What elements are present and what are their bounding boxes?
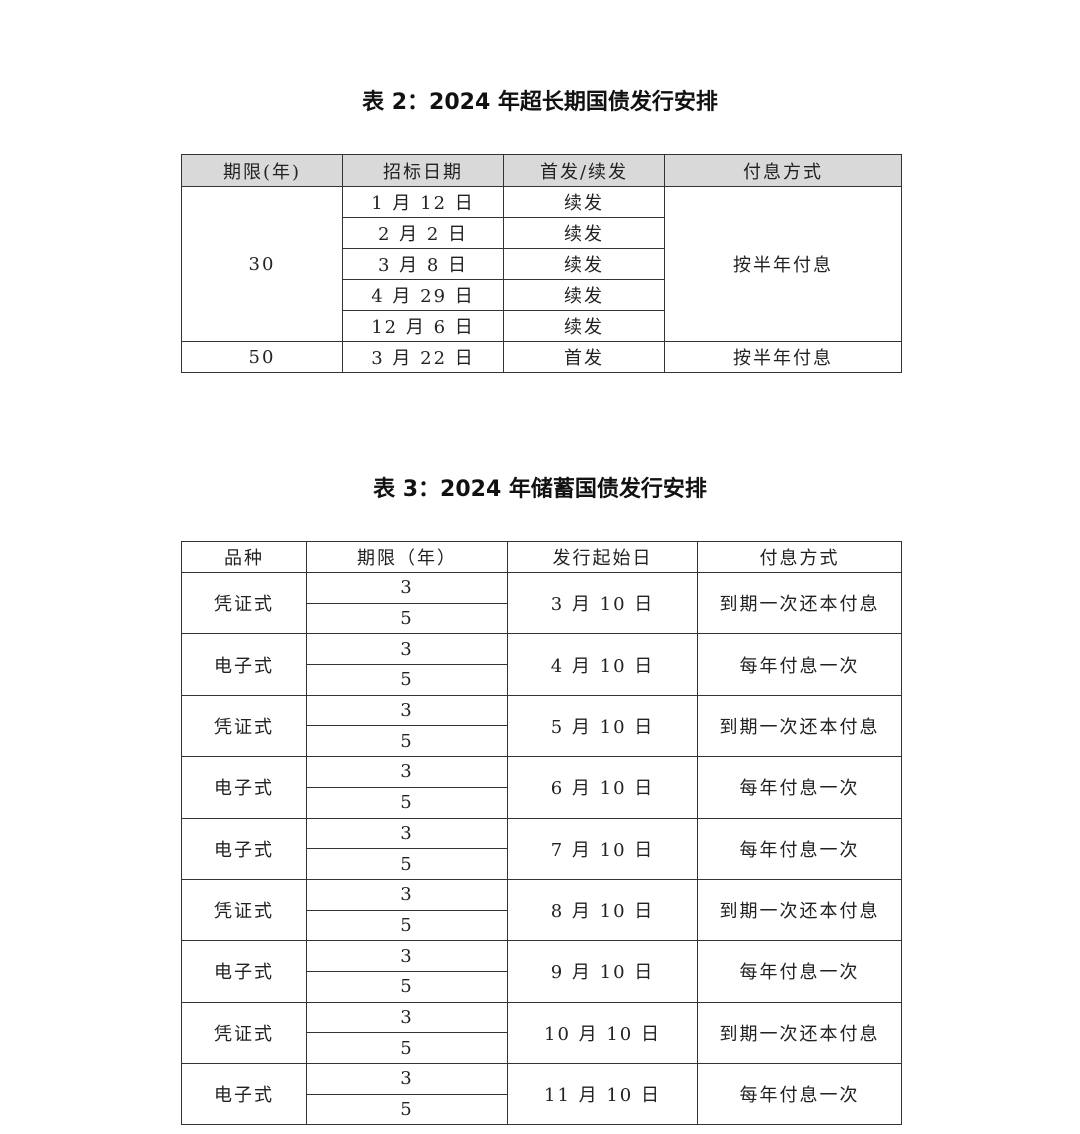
header-cell: 发行起始日: [507, 541, 698, 573]
kind-cell: 电子式: [181, 1062, 307, 1126]
term-cell: 5: [306, 848, 508, 880]
start-date-cell: 8 月 10 日: [507, 878, 698, 942]
start-date-cell: 10 月 10 日: [507, 1001, 698, 1065]
kind-cell: 电子式: [181, 817, 307, 880]
interest-cell: 按半年付息: [664, 341, 902, 373]
table-row: 3 月 8 日续发: [182, 248, 902, 280]
interest-cell: 每年付息一次: [697, 756, 902, 819]
term-cell: 5: [306, 786, 508, 819]
interest-cell: 按半年付息: [664, 186, 902, 342]
start-date-cell: 5 月 10 日: [507, 694, 698, 758]
kind-cell: 凭证式: [181, 878, 307, 942]
header-cell: 付息方式: [664, 154, 902, 187]
term-cell: 5: [306, 1032, 508, 1064]
table-row: 电子式 3 11 月 10 日每年付息一次: [181, 1062, 902, 1126]
term-cell: 30: [181, 186, 343, 342]
table-row: 凭证式 3 10 月 10 日到期一次还本付息: [181, 1001, 902, 1065]
header-cell: 首发/续发: [503, 154, 665, 187]
term-cell: 3: [306, 1001, 508, 1034]
date-cell: 3 月 8 日: [342, 248, 504, 280]
savings-bond-table: 品种 期限（年） 发行起始日 付息方式 凭证式 3 3 月 10 日到期一次还本付息…: [181, 541, 902, 1126]
table-row: 2 月 2 日续发: [182, 217, 902, 249]
kind-cell: 凭证式: [181, 694, 307, 758]
term-cell: 5: [306, 909, 508, 942]
term-cell: 5: [306, 725, 508, 758]
term-cell: 3: [306, 756, 508, 788]
interest-cell: 每年付息一次: [697, 1062, 902, 1126]
issue-type-cell: 续发: [503, 310, 665, 342]
kind-cell: 凭证式: [181, 571, 307, 635]
table3-title: 表 3：2024 年储蓄国债发行安排: [373, 477, 707, 502]
term-cell: 3: [306, 940, 508, 972]
kind-cell: 电子式: [181, 940, 307, 1003]
term-cell: 3: [306, 1063, 508, 1095]
table-row: 30 1 月 12 日续发 按半年付息: [181, 186, 902, 342]
interest-cell: 每年付息一次: [697, 940, 902, 1003]
header-cell: 期限（年）: [306, 541, 508, 573]
issue-type-cell: 首发: [503, 341, 665, 373]
table-row: 50 3 月 22 日首发 按半年付息: [181, 341, 902, 373]
super-long-bond-table: 期限(年) 招标日期 首发/续发 付息方式 30 1 月 12 日续发 按半年付息 2…: [181, 154, 902, 373]
table-row: 5: [182, 786, 902, 819]
interest-cell: 到期一次还本付息: [697, 694, 902, 758]
interest-cell: 到期一次还本付息: [697, 878, 902, 942]
issue-type-cell: 续发: [503, 248, 665, 280]
term-cell: 5: [306, 602, 508, 635]
interest-cell: 每年付息一次: [697, 633, 902, 696]
table-row: 电子式 3 7 月 10 日每年付息一次: [181, 817, 902, 880]
interest-cell: 每年付息一次: [697, 817, 902, 880]
start-date-cell: 11 月 10 日: [507, 1062, 698, 1126]
table-row: 凭证式 3 5 月 10 日到期一次还本付息: [181, 694, 902, 758]
interest-cell: 到期一次还本付息: [697, 1001, 902, 1065]
issue-type-cell: 续发: [503, 217, 665, 249]
date-cell: 3 月 22 日: [342, 341, 504, 373]
table-row: 电子式 3 4 月 10 日每年付息一次: [181, 633, 902, 696]
start-date-cell: 4 月 10 日: [507, 633, 698, 696]
term-cell: 3: [306, 878, 508, 911]
table-row: 5: [182, 725, 902, 758]
header-cell: 品种: [181, 541, 307, 573]
term-cell: 5: [306, 970, 508, 1003]
kind-cell: 电子式: [181, 633, 307, 696]
date-cell: 2 月 2 日: [342, 217, 504, 249]
table-row: 5: [182, 1032, 902, 1064]
table-row: 凭证式 3 3 月 10 日到期一次还本付息: [181, 571, 902, 635]
kind-cell: 凭证式: [181, 1001, 307, 1065]
start-date-cell: 9 月 10 日: [507, 940, 698, 1003]
table-row: 电子式 3 9 月 10 日每年付息一次: [181, 940, 902, 1003]
table-row: 12 月 6 日续发: [182, 310, 902, 342]
term-cell: 5: [306, 664, 508, 696]
term-cell: 3: [306, 694, 508, 727]
header-cell: 招标日期: [342, 154, 504, 187]
table-row: 4 月 29 日续发: [182, 279, 902, 311]
table-row: 5: [182, 602, 902, 635]
date-cell: 4 月 29 日: [342, 279, 504, 311]
term-cell: 3: [306, 633, 508, 666]
issue-type-cell: 续发: [503, 186, 665, 218]
header-cell: 付息方式: [697, 541, 902, 573]
start-date-cell: 3 月 10 日: [507, 571, 698, 635]
date-cell: 12 月 6 日: [342, 310, 504, 342]
start-date-cell: 7 月 10 日: [507, 817, 698, 880]
table-row: 5: [182, 1093, 902, 1126]
table-header-row: 期限(年) 招标日期 首发/续发 付息方式: [181, 154, 902, 187]
kind-cell: 电子式: [181, 756, 307, 819]
issue-type-cell: 续发: [503, 279, 665, 311]
interest-cell: 到期一次还本付息: [697, 571, 902, 635]
table-header-row: 品种 期限（年） 发行起始日 付息方式: [181, 541, 902, 573]
term-cell: 3: [306, 572, 508, 604]
term-cell: 50: [181, 341, 343, 373]
table2-title: 表 2：2024 年超长期国债发行安排: [362, 90, 718, 115]
term-cell: 3: [306, 817, 508, 850]
date-cell: 1 月 12 日: [342, 186, 504, 218]
term-cell: 5: [306, 1093, 508, 1126]
header-cell: 期限(年): [181, 154, 343, 187]
table-row: 5: [182, 848, 902, 880]
start-date-cell: 6 月 10 日: [507, 756, 698, 819]
table-row: 电子式 3 6 月 10 日每年付息一次: [181, 756, 902, 819]
table-row: 凭证式 3 8 月 10 日到期一次还本付息: [181, 878, 902, 942]
